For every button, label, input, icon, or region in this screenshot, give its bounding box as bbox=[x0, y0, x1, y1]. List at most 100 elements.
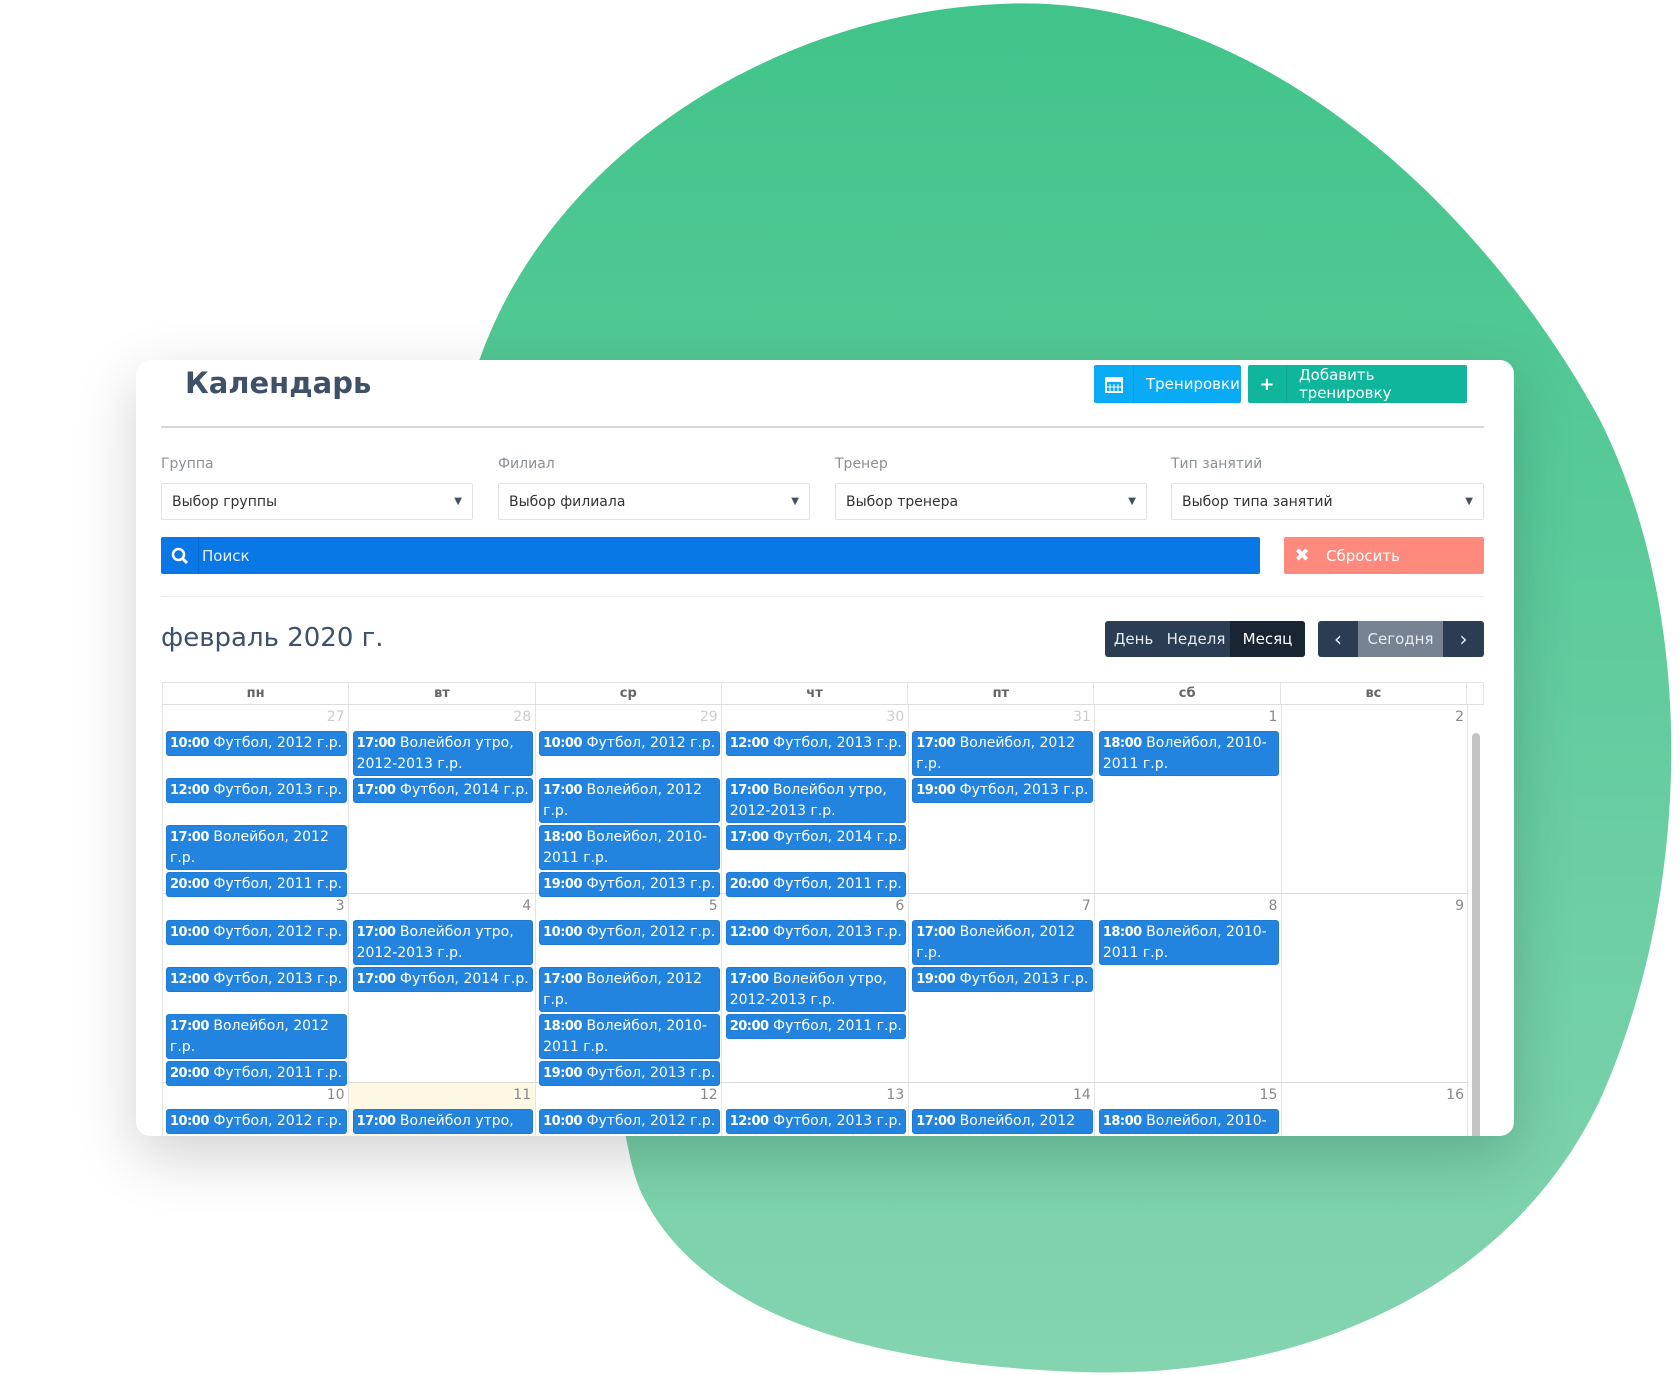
scrollbar[interactable] bbox=[1472, 733, 1480, 1136]
calendar-event[interactable]: 18:00 Волейбол, 2010-2011 г.р. bbox=[1098, 731, 1280, 776]
day-number[interactable]: 5 bbox=[708, 898, 718, 914]
today-button[interactable]: Сегодня bbox=[1358, 621, 1443, 657]
day-number[interactable]: 7 bbox=[1081, 898, 1091, 914]
calendar-event[interactable]: 20:00 Футбол, 2011 г.р. bbox=[725, 872, 907, 897]
day-cell[interactable] bbox=[722, 1083, 909, 1136]
day-cell[interactable] bbox=[1095, 1083, 1282, 1136]
type-label: Тип занятий bbox=[1171, 456, 1263, 472]
calendar-event[interactable]: 17:00 Футбол, 2014 г.р. bbox=[352, 967, 534, 992]
add-training-button[interactable]: + Добавить тренировку bbox=[1248, 365, 1467, 403]
day-cell[interactable] bbox=[1282, 1083, 1468, 1136]
day-number[interactable]: 13 bbox=[886, 1087, 905, 1103]
day-number[interactable]: 15 bbox=[1259, 1087, 1278, 1103]
calendar-event[interactable]: 17:00 Волейбол, 2012 bbox=[912, 1109, 1093, 1134]
calendar-event[interactable]: 19:00 Футбол, 2013 г.р. bbox=[539, 872, 720, 897]
weekday-header-cell: чт bbox=[722, 683, 909, 704]
day-cell[interactable] bbox=[722, 894, 909, 1082]
calendar-event[interactable]: 20:00 Футбол, 2011 г.р. bbox=[725, 1014, 907, 1039]
view-day-button[interactable]: День bbox=[1113, 630, 1154, 648]
calendar-event[interactable]: 17:00 Волейбол, 2012 г.р. bbox=[912, 920, 1093, 965]
day-cell[interactable] bbox=[163, 705, 350, 893]
day-cell[interactable] bbox=[536, 1083, 723, 1136]
view-month-button[interactable]: Месяц bbox=[1230, 621, 1305, 657]
day-cell[interactable] bbox=[909, 705, 1096, 893]
coach-select[interactable]: Выбор тренера ▼ bbox=[835, 483, 1147, 520]
calendar-event[interactable]: 10:00 Футбол, 2012 г.р. bbox=[166, 1109, 347, 1134]
day-cell[interactable] bbox=[1282, 894, 1468, 1082]
calendar-event[interactable]: 10:00 Футбол, 2012 г.р. bbox=[166, 731, 347, 756]
day-cell[interactable] bbox=[163, 1083, 350, 1136]
trainings-button[interactable]: Тренировки bbox=[1094, 365, 1241, 403]
calendar-event[interactable]: 10:00 Футбол, 2012 г.р. bbox=[166, 920, 347, 945]
calendar-event[interactable]: 17:00 Футбол, 2014 г.р. bbox=[725, 825, 907, 850]
type-select[interactable]: Выбор типа занятий ▼ bbox=[1171, 483, 1484, 520]
day-cell[interactable] bbox=[1095, 894, 1282, 1082]
day-cell[interactable] bbox=[163, 894, 350, 1082]
day-cell[interactable] bbox=[909, 894, 1096, 1082]
day-number[interactable]: 28 bbox=[513, 709, 532, 725]
group-select[interactable]: Выбор группы ▼ bbox=[161, 483, 473, 520]
day-number[interactable]: 29 bbox=[699, 709, 718, 725]
calendar-event[interactable]: 18:00 Волейбол, 2010-2011 г.р. bbox=[1098, 920, 1280, 965]
calendar-event[interactable]: 19:00 Футбол, 2013 г.р. bbox=[912, 778, 1093, 803]
calendar-event[interactable]: 17:00 Волейбол, 2012 г.р. bbox=[166, 1014, 347, 1059]
day-number[interactable]: 8 bbox=[1268, 898, 1278, 914]
day-cell[interactable] bbox=[1095, 705, 1282, 893]
reset-button[interactable]: ✖ Сбросить bbox=[1284, 537, 1484, 574]
day-cell[interactable] bbox=[722, 705, 909, 893]
day-number[interactable]: 10 bbox=[326, 1087, 345, 1103]
day-number[interactable]: 11 bbox=[513, 1087, 532, 1103]
event-title: Волейбол утро, 2012-2013 г.р. bbox=[356, 735, 514, 772]
day-number[interactable]: 14 bbox=[1072, 1087, 1091, 1103]
branch-select[interactable]: Выбор филиала ▼ bbox=[498, 483, 810, 520]
calendar-event[interactable]: 10:00 Футбол, 2012 г.р. bbox=[539, 920, 720, 945]
calendar-event[interactable]: 12:00 Футбол, 2013 г.р. bbox=[166, 967, 347, 992]
day-cell[interactable] bbox=[536, 894, 723, 1082]
search-input[interactable]: Поиск bbox=[161, 537, 1260, 574]
month-grid: пн вт ср чт пт сб вс 27 28 29 30 31 1 2 10:00 Футбол,… bbox=[162, 682, 1484, 1136]
calendar-event[interactable]: 19:00 Футбол, 2013 г.р. bbox=[912, 967, 1093, 992]
day-number[interactable]: 1 bbox=[1268, 709, 1278, 725]
calendar-event[interactable]: 12:00 Футбол, 2013 г.р. bbox=[166, 778, 347, 803]
calendar-event[interactable]: 20:00 Футбол, 2011 г.р. bbox=[166, 872, 347, 897]
day-number[interactable]: 4 bbox=[522, 898, 532, 914]
calendar-event[interactable]: 17:00 Волейбол, 2012 г.р. bbox=[912, 731, 1093, 776]
calendar-event[interactable]: 17:00 Волейбол, 2012 г.р. bbox=[166, 825, 347, 870]
next-chevron-icon[interactable]: › bbox=[1459, 627, 1468, 651]
calendar-event[interactable]: 17:00 Волейбол, 2012 г.р. bbox=[539, 778, 720, 823]
calendar-event[interactable]: 18:00 Волейбол, 2010-2011 г.р. bbox=[539, 1014, 720, 1059]
calendar-event[interactable]: 17:00 Волейбол утро, 2012-2013 г.р. bbox=[725, 778, 907, 823]
day-number[interactable]: 27 bbox=[326, 709, 345, 725]
day-cell[interactable] bbox=[536, 705, 723, 893]
calendar-event[interactable]: 18:00 Волейбол, 2010- bbox=[1098, 1109, 1280, 1134]
calendar-event[interactable]: 12:00 Футбол, 2013 г.р. bbox=[725, 1109, 907, 1134]
calendar-event[interactable]: 17:00 Волейбол, 2012 г.р. bbox=[539, 967, 720, 1012]
calendar-event[interactable]: 17:00 Волейбол утро, 2012-2013 г.р. bbox=[725, 967, 907, 1012]
day-number[interactable]: 6 bbox=[895, 898, 905, 914]
day-cell[interactable] bbox=[349, 894, 536, 1082]
day-number[interactable]: 3 bbox=[335, 898, 345, 914]
calendar-event[interactable]: 17:00 Футбол, 2014 г.р. bbox=[352, 778, 534, 803]
day-number[interactable]: 31 bbox=[1072, 709, 1091, 725]
day-number[interactable]: 2 bbox=[1455, 709, 1464, 725]
calendar-event[interactable]: 12:00 Футбол, 2013 г.р. bbox=[725, 731, 907, 756]
day-number[interactable]: 30 bbox=[886, 709, 905, 725]
calendar-event[interactable]: 10:00 Футбол, 2012 г.р. bbox=[539, 1109, 720, 1134]
day-number[interactable]: 9 bbox=[1455, 898, 1464, 914]
day-cell[interactable] bbox=[349, 705, 536, 893]
calendar-event[interactable]: 17:00 Волейбол утро, bbox=[352, 1109, 534, 1134]
day-number[interactable]: 12 bbox=[699, 1087, 718, 1103]
calendar-event[interactable]: 19:00 Футбол, 2013 г.р. bbox=[539, 1061, 720, 1086]
month-title: февраль 2020 г. bbox=[161, 623, 384, 653]
view-week-button[interactable]: Неделя bbox=[1166, 630, 1226, 648]
calendar-event[interactable]: 17:00 Волейбол утро, 2012-2013 г.р. bbox=[352, 920, 534, 965]
calendar-event[interactable]: 12:00 Футбол, 2013 г.р. bbox=[725, 920, 907, 945]
calendar-event[interactable]: 17:00 Волейбол утро, 2012-2013 г.р. bbox=[352, 731, 534, 776]
prev-chevron-icon[interactable]: ‹ bbox=[1334, 627, 1342, 651]
calendar-event[interactable]: 20:00 Футбол, 2011 г.р. bbox=[166, 1061, 347, 1086]
calendar-event[interactable]: 10:00 Футбол, 2012 г.р. bbox=[539, 731, 720, 756]
calendar-event[interactable]: 18:00 Волейбол, 2010-2011 г.р. bbox=[539, 825, 720, 870]
day-cell[interactable] bbox=[1282, 705, 1468, 893]
day-cell[interactable] bbox=[909, 1083, 1096, 1136]
day-number[interactable]: 16 bbox=[1446, 1087, 1464, 1103]
